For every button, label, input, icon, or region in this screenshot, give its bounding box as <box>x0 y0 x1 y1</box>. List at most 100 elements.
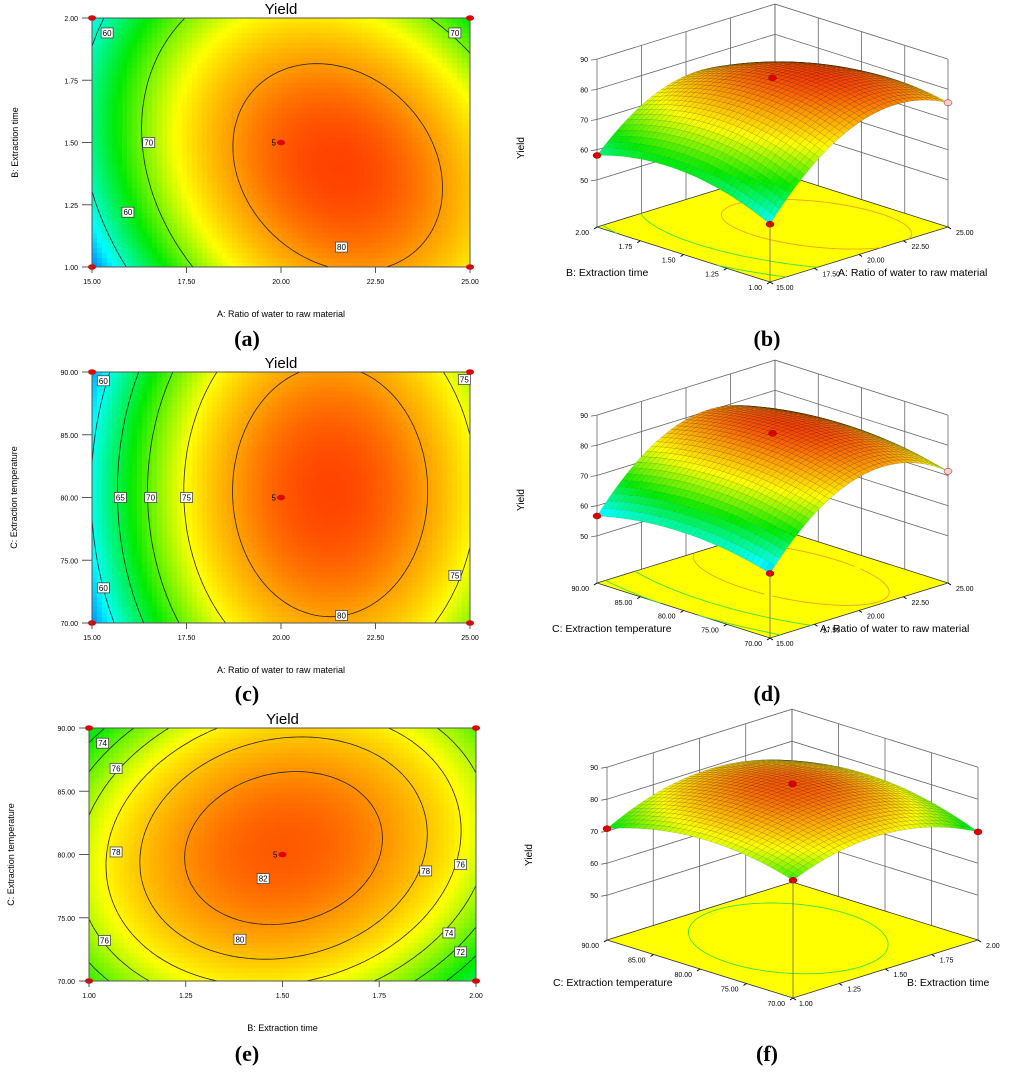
heatmap-cell <box>387 243 393 249</box>
heatmap-cell <box>377 218 383 224</box>
heatmap-cell <box>457 223 463 229</box>
heatmap-cell <box>392 203 398 209</box>
heatmap-cell <box>307 168 313 174</box>
heatmap-cell <box>92 377 98 383</box>
heatmap-cell <box>307 183 313 189</box>
heatmap-cell <box>167 178 173 184</box>
heatmap-cell <box>237 218 243 224</box>
heatmap-cell <box>217 407 223 413</box>
heatmap-cell <box>252 258 258 264</box>
heatmap-cell <box>322 138 328 144</box>
heatmap-cell <box>327 258 333 264</box>
heatmap-cell <box>192 113 198 119</box>
heatmap-cell <box>347 78 353 84</box>
heatmap-cell <box>347 123 353 129</box>
heatmap-cell <box>397 153 403 159</box>
heatmap-cell <box>117 218 123 224</box>
heatmap-cell <box>427 173 433 179</box>
heatmap-cell <box>127 58 133 64</box>
heatmap-cell <box>452 198 458 204</box>
heatmap-cell <box>162 412 168 418</box>
heatmap-cell <box>152 28 158 34</box>
heatmap-cell <box>122 168 128 174</box>
contour-label-box <box>448 27 462 39</box>
heatmap-cell <box>272 48 278 54</box>
heatmap-cell <box>347 33 353 39</box>
heatmap-cell <box>452 138 458 144</box>
heatmap-cell <box>242 442 248 448</box>
heatmap-cell <box>342 437 348 443</box>
heatmap-cell <box>407 372 413 378</box>
heatmap-cell <box>197 392 203 398</box>
heatmap-cell <box>242 98 248 104</box>
heatmap-cell <box>387 48 393 54</box>
heatmap-cell <box>287 208 293 214</box>
heatmap-cell <box>197 118 203 124</box>
heatmap-cell <box>442 63 448 69</box>
heatmap-cell <box>317 133 323 139</box>
heatmap-cell <box>392 83 398 89</box>
heatmap-cell <box>192 138 198 144</box>
heatmap-cell <box>357 58 363 64</box>
heatmap-cell <box>112 113 118 119</box>
heatmap-cell <box>402 173 408 179</box>
heatmap-cell <box>257 88 263 94</box>
heatmap-cell <box>422 253 428 259</box>
heatmap-cell <box>167 253 173 259</box>
heatmap-cell <box>317 263 323 268</box>
heatmap-cell <box>307 53 313 59</box>
heatmap-cell <box>267 243 273 249</box>
heatmap-cell <box>342 33 348 39</box>
heatmap-cell <box>312 28 318 34</box>
heatmap-cell <box>192 402 198 408</box>
heatmap-cell <box>302 223 308 229</box>
heatmap-cell <box>312 38 318 44</box>
heatmap-cell <box>132 382 138 388</box>
heatmap-cell <box>97 417 103 423</box>
heatmap-cell <box>337 238 343 244</box>
heatmap-cell <box>407 158 413 164</box>
heatmap-cell <box>432 198 438 204</box>
heatmap-cell <box>252 153 258 159</box>
heatmap-cell <box>332 103 338 109</box>
heatmap-cell <box>262 392 268 398</box>
heatmap-cell <box>162 133 168 139</box>
heatmap-cell <box>152 63 158 69</box>
heatmap-cell <box>262 103 268 109</box>
heatmap-cell <box>172 33 178 39</box>
heatmap-cell <box>202 158 208 164</box>
heatmap-cell <box>277 93 283 99</box>
heatmap-cell <box>292 198 298 204</box>
heatmap-cell <box>167 83 173 89</box>
heatmap-cell <box>242 372 248 378</box>
heatmap-cell <box>342 148 348 154</box>
heatmap-cell <box>142 38 148 44</box>
heatmap-cell <box>217 23 223 29</box>
heatmap-cell <box>452 417 458 423</box>
heatmap-cell <box>262 93 268 99</box>
heatmap-cell <box>172 168 178 174</box>
heatmap-cell <box>92 103 98 109</box>
heatmap-cell <box>222 103 228 109</box>
heatmap-cell <box>432 143 438 149</box>
heatmap-cell <box>217 168 223 174</box>
heatmap-cell <box>392 128 398 134</box>
heatmap-cell <box>142 108 148 114</box>
heatmap-cell <box>322 18 328 24</box>
heatmap-cell <box>137 163 143 169</box>
heatmap-cell <box>407 28 413 34</box>
heatmap-cell <box>267 113 273 119</box>
heatmap-cell <box>302 133 308 139</box>
heatmap-cell <box>192 48 198 54</box>
heatmap-cell <box>112 168 118 174</box>
heatmap-cell <box>387 372 393 378</box>
heatmap-cell <box>462 432 468 438</box>
heatmap-cell <box>172 38 178 44</box>
heatmap-cell <box>297 23 303 29</box>
heatmap-cell <box>272 188 278 194</box>
heatmap-cell <box>302 183 308 189</box>
heatmap-cell <box>97 372 103 378</box>
y-axis-label: B: Extraction time <box>10 107 20 178</box>
heatmap-cell <box>262 148 268 154</box>
